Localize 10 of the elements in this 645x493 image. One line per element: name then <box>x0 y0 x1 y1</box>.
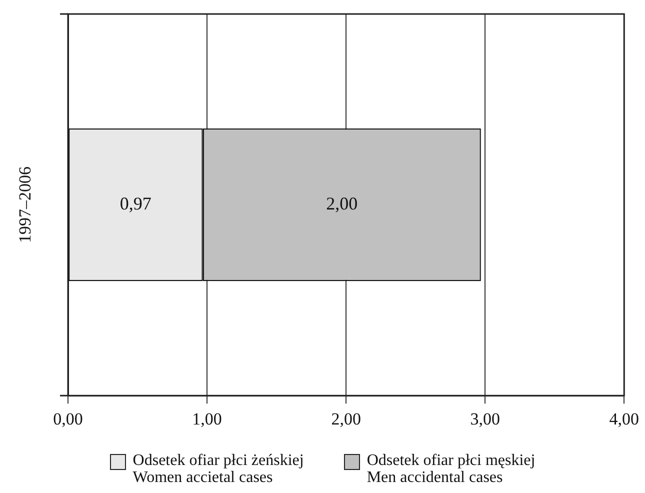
legend-label: Odsetek ofiar płci męskiej Men accidental cases <box>366 452 536 486</box>
data-label: 0,97 <box>120 194 152 214</box>
x-tick-label: 0,00 <box>53 409 83 428</box>
legend-label: Odsetek ofiar płci żeńskiej Women accietal cases <box>132 452 304 486</box>
x-tick-label: 4,00 <box>609 409 639 428</box>
x-tick-label: 3,00 <box>470 409 500 428</box>
x-tick-label: 2,00 <box>331 409 361 428</box>
data-label: 2,00 <box>326 194 358 214</box>
x-tick-label: 1,00 <box>192 409 222 428</box>
y-tick-label: 1997–2006 <box>15 166 34 244</box>
